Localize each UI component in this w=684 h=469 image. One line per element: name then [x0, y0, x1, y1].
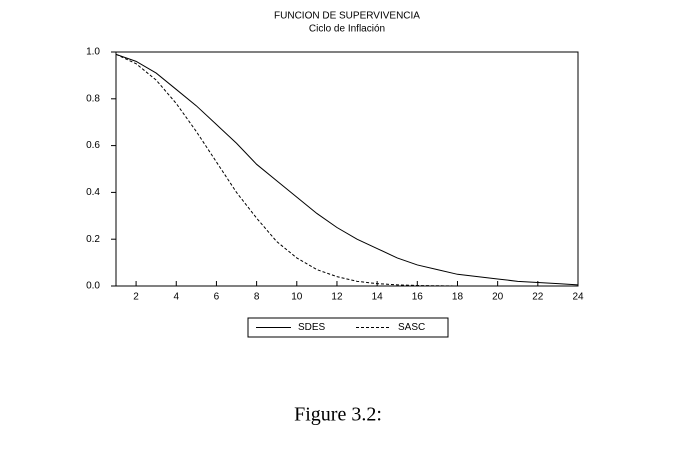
x-tick-label: 6 [214, 292, 220, 303]
x-tick-label: 20 [492, 292, 504, 303]
legend-label: SDES [298, 322, 326, 333]
x-tick-label: 4 [173, 292, 179, 303]
x-tick-label: 14 [372, 292, 384, 303]
x-tick-label: 18 [452, 292, 464, 303]
y-tick-label: 1.0 [86, 47, 100, 58]
x-tick-label: 10 [291, 292, 303, 303]
legend-label: SASC [398, 322, 425, 333]
y-tick-label: 0.8 [86, 93, 100, 104]
y-tick-label: 0.4 [86, 187, 100, 198]
y-tick-label: 0.2 [86, 234, 100, 245]
legend-box [247, 317, 449, 338]
x-tick-label: 22 [532, 292, 544, 303]
x-tick-label: 2 [133, 292, 139, 303]
x-tick-label: 8 [254, 292, 260, 303]
x-tick-label: 24 [572, 292, 584, 303]
series-line [115, 53, 578, 287]
chart-subtitle: Ciclo de Inflación [309, 24, 385, 35]
x-tick-label: 12 [331, 292, 343, 303]
y-tick-label: 0.0 [86, 281, 100, 292]
figure-caption: Figure 3.2: [294, 404, 382, 426]
series-line [115, 53, 579, 286]
plot-frame [115, 51, 579, 287]
chart-title: FUNCION DE SUPERVIVENCIA [274, 11, 420, 22]
x-tick-label: 16 [412, 292, 424, 303]
y-tick-label: 0.6 [86, 140, 100, 151]
